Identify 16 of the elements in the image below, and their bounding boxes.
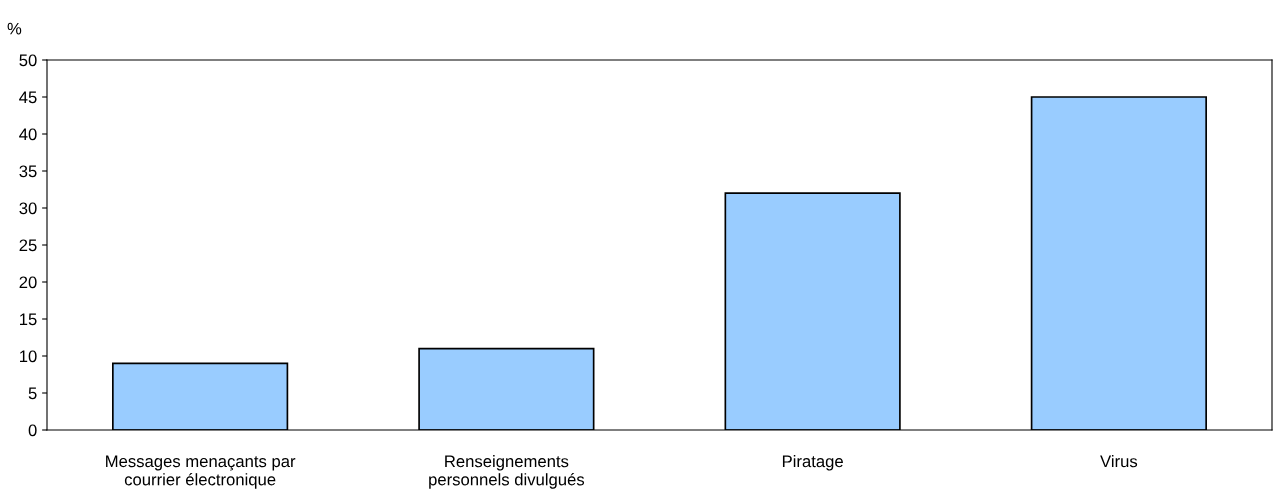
y-tick-label: 5 xyxy=(28,387,37,400)
y-tick-label: 30 xyxy=(19,202,37,215)
y-tick-label: 45 xyxy=(19,91,37,104)
x-tick-label: Renseignements personnels divulgués xyxy=(429,455,585,489)
y-tick-label: 40 xyxy=(19,128,37,141)
y-tick-label: 0 xyxy=(28,424,37,437)
y-tick-label: 50 xyxy=(19,54,37,67)
x-tick-label: Piratage xyxy=(782,455,843,471)
x-tick-label: Virus xyxy=(1100,455,1138,468)
y-tick-label: 15 xyxy=(20,313,37,326)
y-tick-label: 25 xyxy=(19,239,37,252)
y-tick-label: 20 xyxy=(19,276,37,289)
y-axis-title: % xyxy=(7,22,22,35)
y-tick-label: 35 xyxy=(19,165,37,178)
y-tick-label: 10 xyxy=(20,350,37,363)
x-tick-label: Messages menaçants par courrier électronique xyxy=(106,455,296,489)
